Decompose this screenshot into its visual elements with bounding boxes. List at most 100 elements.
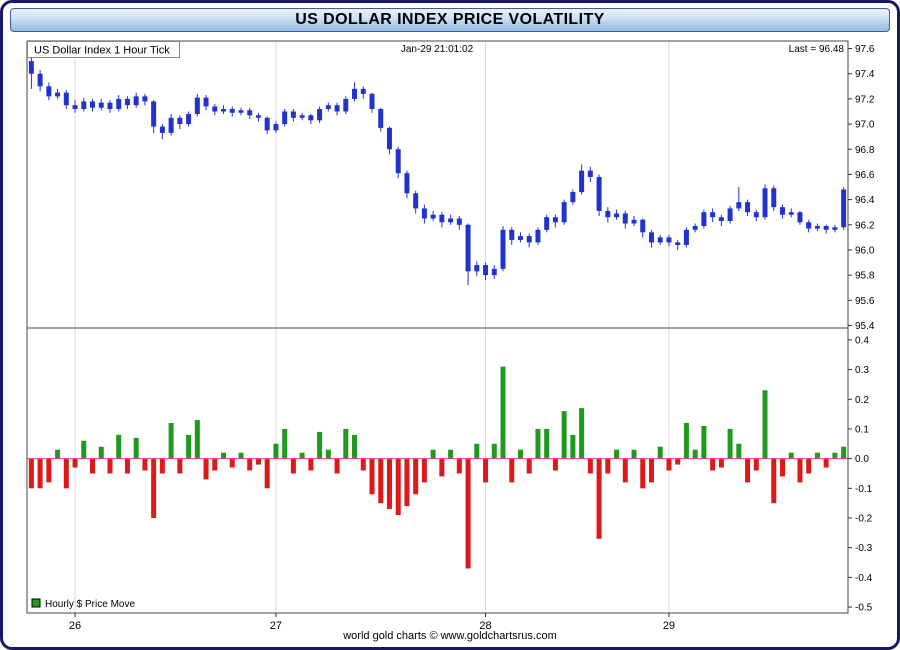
candle-body [605, 210, 611, 218]
move-bar [474, 443, 480, 459]
candle-body [46, 86, 52, 97]
candle-body [683, 229, 689, 245]
candle-body [430, 214, 436, 219]
move-bar [622, 458, 628, 483]
candle-body [640, 219, 646, 233]
move-bar [177, 458, 183, 474]
chart-subtitle-box [27, 41, 180, 58]
candle-body [72, 105, 78, 109]
move-bar [666, 458, 672, 471]
move-bar [517, 449, 523, 459]
move-bar [841, 446, 847, 459]
chart-overlay: US Dollar Index 1 Hour Tick Jan-29 21:01… [27, 41, 844, 610]
move-bar [98, 446, 104, 459]
move-bar [378, 458, 384, 504]
move-bar [90, 458, 96, 474]
move-bar [430, 449, 436, 459]
move-bar [334, 458, 340, 474]
price-tick-label: 96.6 [855, 170, 875, 181]
title-bar: US DOLLAR INDEX PRICE VOLATILITY [10, 8, 890, 32]
move-bar [194, 420, 200, 459]
move-bar [710, 458, 716, 471]
move-bar [456, 458, 462, 474]
candle-body [535, 229, 541, 243]
move-bar [465, 458, 471, 569]
move-bar [386, 458, 392, 510]
move-bar [526, 458, 532, 474]
move-tick-label: 0.4 [855, 335, 869, 346]
candle-body [317, 108, 323, 121]
move-bar [221, 452, 227, 459]
move-bar [203, 458, 209, 480]
candle-body [517, 236, 523, 240]
move-bar [317, 431, 323, 459]
candle-body [360, 88, 366, 94]
move-bar [395, 458, 401, 516]
candle-body [675, 242, 681, 245]
move-bar [552, 458, 558, 471]
move-bar [692, 449, 698, 459]
candle-body [797, 212, 803, 223]
candle-body [282, 111, 288, 125]
move-bar [360, 458, 366, 471]
candle-body [151, 101, 157, 127]
legend-label: Hourly $ Price Move [45, 599, 135, 610]
move-bar [352, 434, 358, 459]
candle-body [779, 207, 785, 215]
move-bar [832, 452, 838, 459]
move-bar [159, 458, 165, 474]
move-tick-label: 0.0 [855, 454, 869, 465]
move-bar [579, 408, 585, 459]
candle-body [823, 226, 829, 230]
move-bar [229, 458, 235, 468]
candle-body [107, 102, 113, 109]
candle-body [98, 102, 104, 108]
day-gridlines [74, 41, 670, 613]
price-tick-label: 97.6 [855, 44, 875, 55]
candle-body [264, 117, 270, 131]
move-bar [561, 411, 567, 459]
candle-body [37, 73, 43, 87]
move-tick-label: -0.5 [855, 603, 873, 614]
candle-body [570, 192, 576, 203]
candle-body [81, 101, 87, 109]
candle-body [378, 108, 384, 128]
page-title: US DOLLAR INDEX PRICE VOLATILITY [295, 11, 605, 28]
candle-body [255, 115, 261, 118]
move-tick-label: -0.2 [855, 514, 873, 525]
candle-body [404, 173, 410, 194]
move-bar [212, 458, 218, 471]
candle-body [465, 224, 471, 272]
move-bar [675, 458, 681, 465]
move-tick-label: 0.1 [855, 424, 869, 435]
candle-body [491, 268, 497, 276]
candle-body [788, 212, 794, 215]
candle-body [203, 97, 209, 107]
move-bar [238, 452, 244, 459]
candle-body [456, 218, 462, 225]
move-bar [290, 458, 296, 474]
move-bar [657, 446, 663, 459]
move-bar [63, 458, 69, 489]
candle-body [421, 208, 427, 219]
move-bar [273, 443, 279, 459]
move-bar [745, 458, 751, 483]
price-tick-label: 96.0 [855, 245, 875, 256]
candle-body [212, 106, 218, 112]
candle-body [194, 97, 200, 115]
move-bar [55, 449, 61, 459]
move-bar [421, 458, 427, 483]
candle-body [710, 212, 716, 218]
volatility-chart: 97.6 97.4 97.2 97.0 96.8 96.6 96.4 96.2 96.0 95.8… [26, 40, 875, 632]
move-bar [570, 434, 576, 459]
move-bar [247, 458, 253, 471]
candle-body [596, 176, 602, 211]
candle-body [718, 217, 724, 222]
candle-body [413, 193, 419, 209]
move-tick-label: 0.3 [855, 365, 869, 376]
candle-body [177, 117, 183, 125]
price-tick-label: 96.4 [855, 195, 875, 206]
candle-body [325, 105, 331, 109]
candle-body [124, 98, 130, 106]
candle-body [369, 93, 375, 109]
